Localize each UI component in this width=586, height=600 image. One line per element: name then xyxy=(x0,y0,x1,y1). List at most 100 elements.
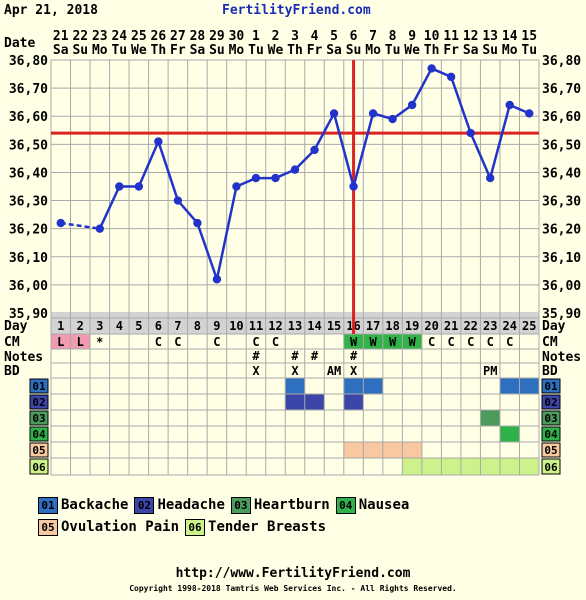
temp-point xyxy=(115,182,124,191)
cm-color-cell xyxy=(51,334,71,349)
weekday-label: Mo xyxy=(92,43,108,58)
weekday-label: Th xyxy=(287,43,303,58)
temp-point xyxy=(251,173,261,183)
symptom-code-05: 05 xyxy=(544,444,557,457)
symptom-badge-06 xyxy=(541,458,561,475)
row-label-cm-right: CM xyxy=(542,335,558,350)
weekday-label: Mo xyxy=(502,43,518,58)
row-label-notes-right: Notes xyxy=(542,350,581,365)
legend-item-03: 03 Heartburn xyxy=(230,494,330,516)
symptom-cell-01 xyxy=(343,378,364,394)
temp-point xyxy=(388,114,397,124)
temp-point xyxy=(56,218,65,228)
y-tick-label-left: 36,00 xyxy=(9,279,48,294)
note-mark: # xyxy=(291,349,299,363)
temp-point xyxy=(446,72,456,82)
legend-item-02: 02 Headache xyxy=(134,494,225,516)
cm-mark: C xyxy=(272,335,279,349)
cycle-day: 6 xyxy=(155,319,162,333)
weekday-label: Fr xyxy=(170,43,186,58)
symptom-cell-02 xyxy=(304,394,325,410)
symptom-code-01: 01 xyxy=(32,380,46,393)
cycle-day: 9 xyxy=(213,319,220,333)
symptom-cell-02 xyxy=(343,394,364,410)
symptom-code-01: 01 xyxy=(544,380,558,393)
date-number: 1 xyxy=(252,29,260,44)
date-number: 25 xyxy=(131,29,147,44)
date-number: 9 xyxy=(408,29,416,44)
cycle-day: 4 xyxy=(116,319,123,333)
bd-mark: X xyxy=(350,364,358,378)
cycle-day: 20 xyxy=(424,319,438,333)
brand-title[interactable]: FertilityFriend.com xyxy=(222,3,371,18)
footer-url[interactable]: http://www.FertilityFriend.com xyxy=(175,566,411,581)
weekday-label: Su xyxy=(72,43,88,58)
temp-line xyxy=(469,132,492,179)
date-number: 29 xyxy=(209,29,225,44)
legend-item-01: 01 Backache xyxy=(38,494,128,516)
weekday-label: Tu xyxy=(111,43,127,58)
y-tick-label-left: 36,50 xyxy=(9,138,48,153)
date-number: 8 xyxy=(389,29,397,44)
note-mark: # xyxy=(350,349,358,363)
weekday-label: Sa xyxy=(326,43,342,58)
footer-copyright: Copyright 1998-2018 Tamtris Web Services… xyxy=(129,584,457,593)
symptom-code-02: 02 xyxy=(544,396,557,409)
symptom-code-03: 03 xyxy=(544,412,557,425)
cycle-day: 5 xyxy=(135,319,142,333)
cycle-day: 22 xyxy=(463,319,477,333)
cycle-day: 19 xyxy=(405,319,419,333)
symptom-cell-02 xyxy=(285,394,305,410)
symptom-cell-06 xyxy=(460,458,481,475)
date-number: 12 xyxy=(463,29,479,44)
date-number: 10 xyxy=(424,29,440,44)
legend-swatch-01: 01 xyxy=(38,496,58,514)
symptom-code-06: 06 xyxy=(544,461,558,474)
temp-point xyxy=(232,182,241,191)
legend-label-01: Backache xyxy=(61,497,129,513)
date-number: 21 xyxy=(53,29,69,44)
symptom-code-04: 04 xyxy=(32,428,46,441)
legend-label-06: Tender Breasts xyxy=(208,519,327,535)
date-number: 3 xyxy=(291,29,299,44)
cycle-day: 8 xyxy=(194,319,201,333)
date-number: 5 xyxy=(330,29,338,44)
date-number: 26 xyxy=(151,29,167,44)
legend-item-06: 06 Tender Breasts xyxy=(185,516,326,538)
temp-point xyxy=(134,182,144,191)
temp-point xyxy=(271,173,280,183)
y-tick-label-right: 36,80 xyxy=(542,54,581,69)
legend-label-02: Headache xyxy=(157,497,225,513)
symptom-badge-01 xyxy=(29,378,49,394)
legend-label-03: Heartburn xyxy=(253,497,330,513)
weekday-label: Th xyxy=(424,43,440,58)
legend-item-05: 05 Ovulation Pain xyxy=(38,516,179,538)
symptom-badge-05 xyxy=(541,442,561,458)
symptom-badge-03 xyxy=(541,410,561,426)
temp-point xyxy=(525,109,534,118)
temp-point xyxy=(154,137,163,146)
cm-mark: W xyxy=(350,335,358,349)
symptom-code-02: 02 xyxy=(32,396,45,409)
date-number: 22 xyxy=(72,29,88,44)
symptom-cell-05 xyxy=(363,442,383,458)
cm-mark: C xyxy=(174,335,181,349)
legend-label-05: Ovulation Pain xyxy=(61,519,180,535)
date-number: 4 xyxy=(311,29,319,44)
cycle-day: 7 xyxy=(174,319,181,333)
row-label-day: Day xyxy=(4,319,28,334)
symptom-badge-02 xyxy=(29,394,49,410)
y-tick-label-right: 36,10 xyxy=(542,251,581,266)
cycle-day: 10 xyxy=(229,319,243,333)
legend-swatch-03: 03 xyxy=(230,496,251,514)
date-number: 23 xyxy=(92,29,108,44)
y-tick-label-right: 36,70 xyxy=(542,82,581,97)
weekday-label: Tu xyxy=(385,43,401,58)
temp-point xyxy=(427,64,436,73)
symptom-badge-02 xyxy=(541,394,561,410)
symptom-cell-06 xyxy=(499,458,520,475)
weekday-label: Su xyxy=(209,43,225,58)
cm-mark: L xyxy=(77,335,84,349)
symptom-code-06: 06 xyxy=(32,461,46,474)
weekday-label: Su xyxy=(346,43,362,58)
